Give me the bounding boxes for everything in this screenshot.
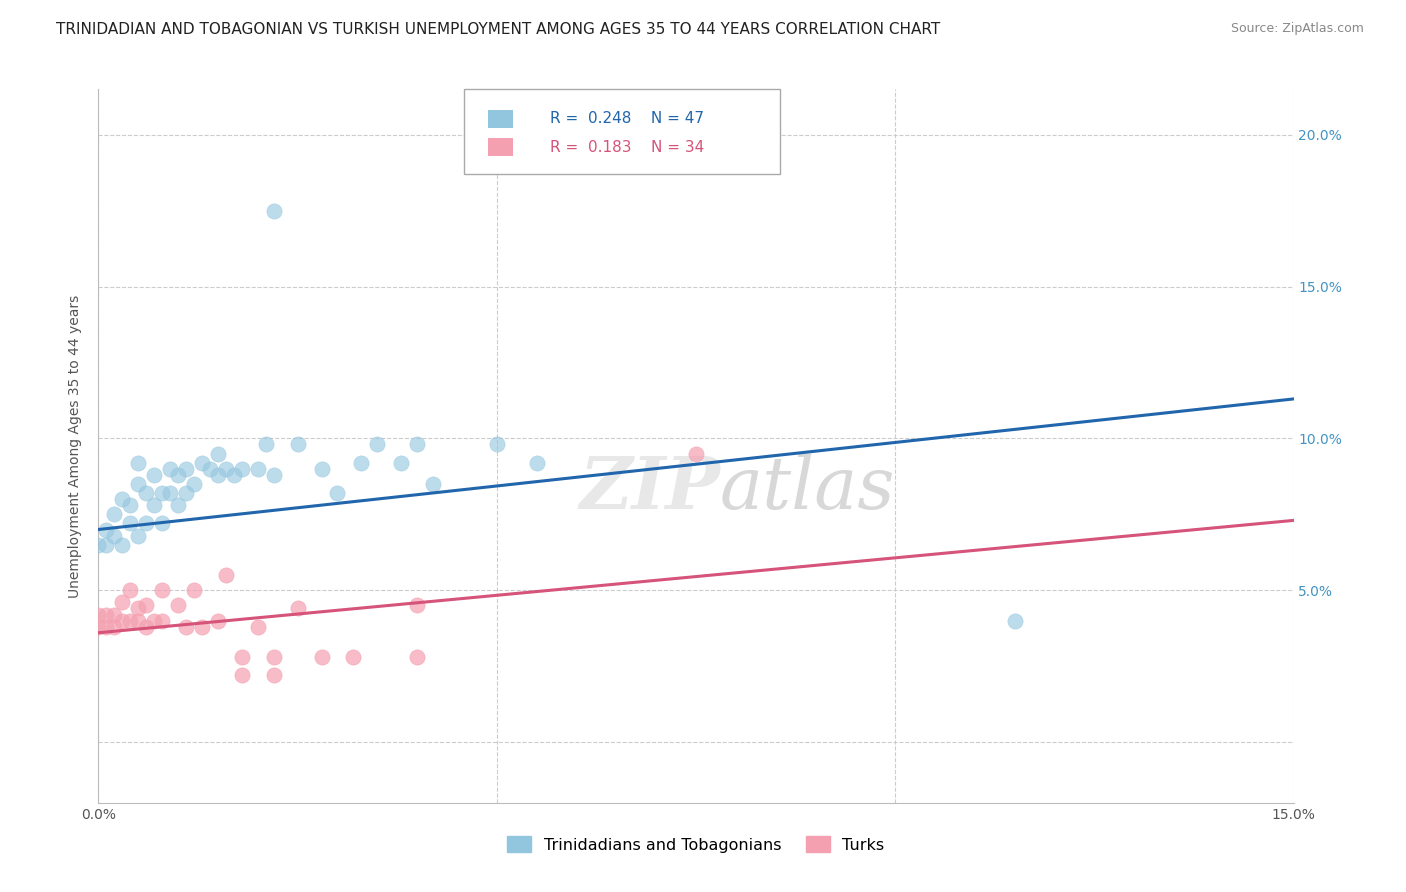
- Point: [222, 467, 245, 482]
- Point: [174, 620, 197, 634]
- Point: [150, 583, 173, 598]
- Point: [135, 599, 157, 613]
- Point: [215, 462, 238, 476]
- Point: [120, 614, 142, 628]
- Point: [207, 467, 229, 482]
- Point: [263, 668, 285, 682]
- Point: [96, 620, 118, 634]
- Point: [111, 492, 134, 507]
- Point: [111, 614, 134, 628]
- Point: [174, 462, 197, 476]
- Point: [135, 620, 157, 634]
- Point: [389, 456, 412, 470]
- Point: [207, 447, 229, 461]
- Point: [96, 523, 118, 537]
- Point: [326, 486, 349, 500]
- Point: [263, 467, 285, 482]
- Point: [135, 516, 157, 531]
- Point: [127, 477, 149, 491]
- Text: ZIP: ZIP: [579, 453, 720, 524]
- Point: [526, 456, 548, 470]
- Point: [167, 467, 190, 482]
- Point: [198, 462, 221, 476]
- Point: [103, 607, 125, 622]
- Point: [127, 601, 149, 615]
- Point: [127, 456, 149, 470]
- Point: [191, 456, 214, 470]
- Point: [103, 620, 125, 634]
- Point: [150, 516, 173, 531]
- Point: [350, 456, 373, 470]
- Point: [167, 599, 190, 613]
- Point: [167, 498, 190, 512]
- Point: [87, 620, 110, 634]
- Point: [254, 437, 277, 451]
- Point: [246, 462, 269, 476]
- Point: [159, 462, 181, 476]
- Point: [96, 538, 118, 552]
- Point: [120, 498, 142, 512]
- Y-axis label: Unemployment Among Ages 35 to 44 years: Unemployment Among Ages 35 to 44 years: [69, 294, 83, 598]
- Point: [406, 599, 429, 613]
- Point: [191, 620, 214, 634]
- Point: [231, 462, 253, 476]
- Point: [120, 583, 142, 598]
- Point: [96, 607, 118, 622]
- Text: R =  0.248    N = 47: R = 0.248 N = 47: [550, 112, 704, 126]
- Point: [311, 462, 333, 476]
- Text: TRINIDADIAN AND TOBAGONIAN VS TURKISH UNEMPLOYMENT AMONG AGES 35 TO 44 YEARS COR: TRINIDADIAN AND TOBAGONIAN VS TURKISH UN…: [56, 22, 941, 37]
- Point: [159, 486, 181, 500]
- Point: [103, 528, 125, 542]
- Text: R =  0.183    N = 34: R = 0.183 N = 34: [550, 140, 704, 154]
- Point: [263, 650, 285, 665]
- Point: [143, 467, 166, 482]
- Point: [120, 516, 142, 531]
- Point: [311, 650, 333, 665]
- Point: [127, 528, 149, 542]
- Point: [406, 437, 429, 451]
- Point: [685, 447, 707, 461]
- Point: [366, 437, 388, 451]
- Point: [111, 538, 134, 552]
- Point: [111, 595, 134, 609]
- Text: Source: ZipAtlas.com: Source: ZipAtlas.com: [1230, 22, 1364, 36]
- Point: [231, 650, 253, 665]
- Point: [150, 486, 173, 500]
- Point: [87, 607, 110, 622]
- Point: [246, 620, 269, 634]
- Point: [87, 538, 110, 552]
- Point: [127, 614, 149, 628]
- Point: [207, 614, 229, 628]
- Point: [342, 650, 364, 665]
- Point: [135, 486, 157, 500]
- Text: atlas: atlas: [720, 453, 896, 524]
- Point: [143, 614, 166, 628]
- Point: [143, 498, 166, 512]
- Point: [1004, 614, 1026, 628]
- Point: [183, 583, 205, 598]
- Point: [150, 614, 173, 628]
- Point: [287, 437, 309, 451]
- Point: [422, 477, 444, 491]
- Point: [485, 437, 508, 451]
- Point: [103, 508, 125, 522]
- Point: [406, 650, 429, 665]
- Point: [174, 486, 197, 500]
- Point: [231, 668, 253, 682]
- Legend: Trinidadians and Tobagonians, Turks: Trinidadians and Tobagonians, Turks: [501, 830, 891, 859]
- Point: [215, 568, 238, 582]
- Point: [287, 601, 309, 615]
- Point: [183, 477, 205, 491]
- Point: [263, 203, 285, 218]
